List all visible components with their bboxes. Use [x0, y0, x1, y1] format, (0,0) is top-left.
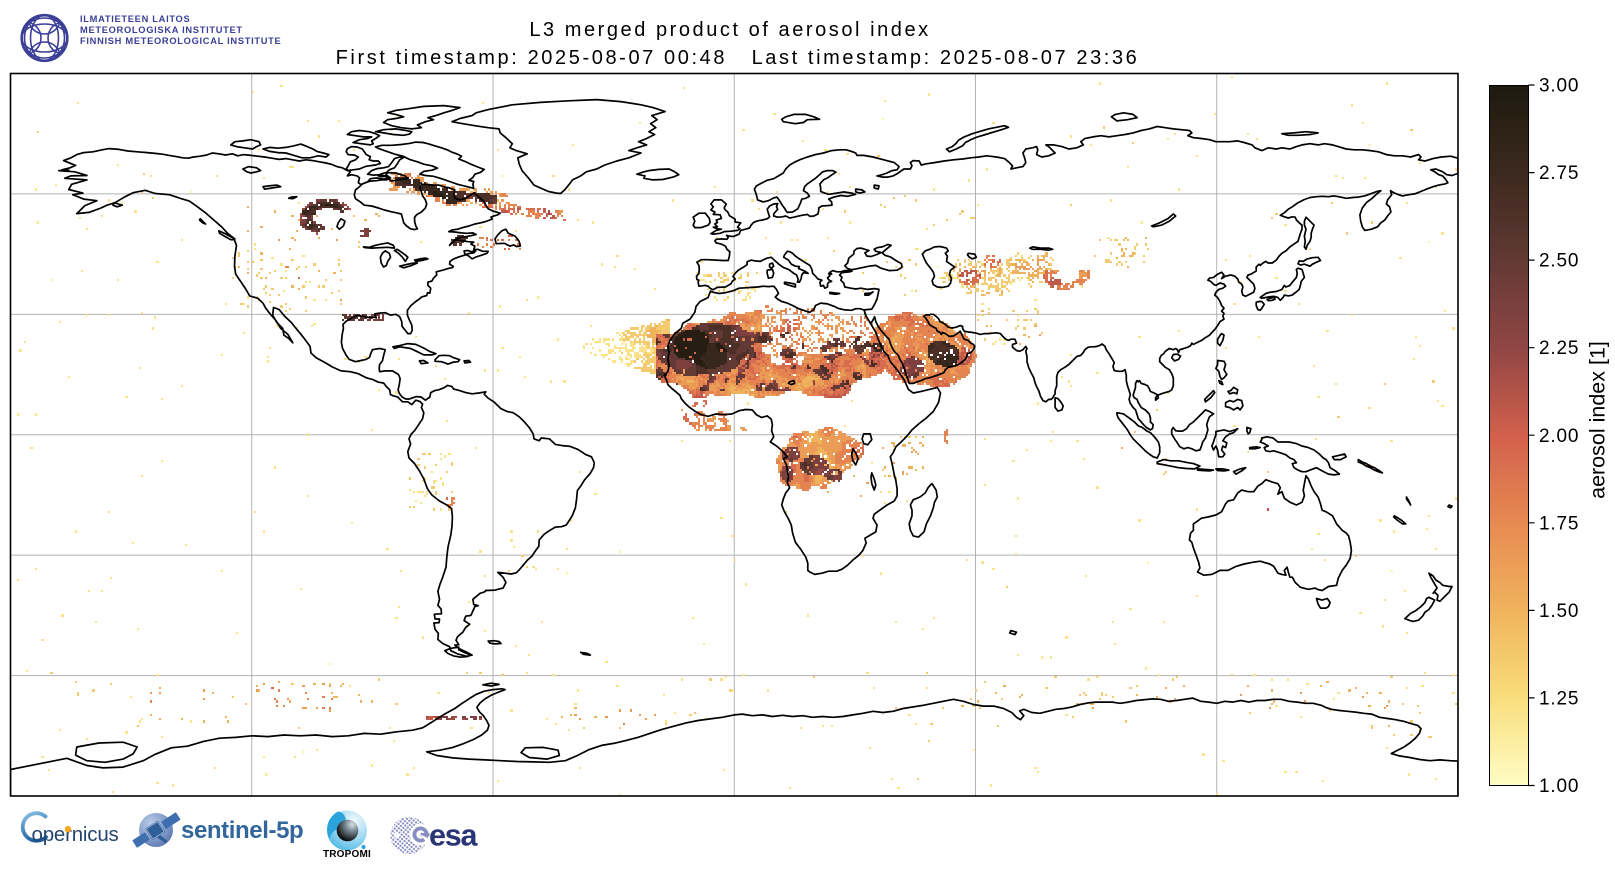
svg-text:2.00: 2.00 [1539, 426, 1579, 447]
svg-text:2.75: 2.75 [1539, 163, 1579, 184]
svg-text:TROPOMI: TROPOMI [323, 849, 371, 860]
svg-text:1.50: 1.50 [1539, 601, 1579, 622]
svg-text:sentinel-5p: sentinel-5p [181, 817, 303, 844]
svg-text:opernicus: opernicus [32, 823, 119, 846]
svg-text:3.00: 3.00 [1539, 76, 1579, 97]
svg-text:1.75: 1.75 [1539, 513, 1579, 534]
svg-text:aerosol index [1]: aerosol index [1] [1586, 341, 1610, 499]
svg-text:1.00: 1.00 [1539, 776, 1579, 797]
svg-text:esa: esa [429, 819, 479, 853]
svg-text:1.25: 1.25 [1539, 688, 1579, 709]
svg-text:2.50: 2.50 [1539, 251, 1579, 272]
svg-text:2.25: 2.25 [1539, 338, 1579, 359]
